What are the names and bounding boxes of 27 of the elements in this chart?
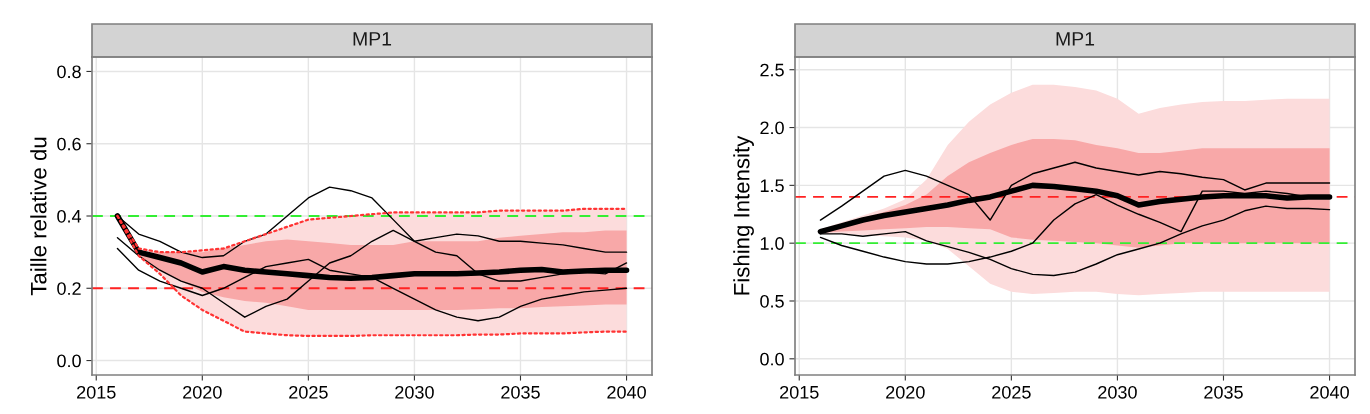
y-tick-label: 0.5 xyxy=(760,294,784,308)
y-tick-label: 0.2 xyxy=(57,282,81,295)
x-tick-label: 2030 xyxy=(395,385,434,399)
x-tick-label: 2015 xyxy=(780,385,819,399)
y-axis-title: Fishing Intensity xyxy=(733,135,754,295)
y-tick-label: 1.0 xyxy=(760,237,784,250)
y-tick-label: 0.0 xyxy=(57,354,81,368)
x-tick-label: 2020 xyxy=(183,385,222,399)
chart-title: MP1 xyxy=(1056,32,1095,46)
x-tick-label: 2025 xyxy=(289,385,328,399)
x-tick-label: 2040 xyxy=(1310,385,1349,399)
x-tick-label: 2035 xyxy=(1204,385,1243,399)
y-tick-label: 2.5 xyxy=(760,63,784,77)
x-tick-label: 2035 xyxy=(501,385,540,399)
x-tick-label: 2025 xyxy=(992,385,1031,399)
y-tick-label: 0.8 xyxy=(57,65,81,79)
y-tick-label: 0.0 xyxy=(760,352,784,366)
y-tick-label: 1.5 xyxy=(760,179,784,193)
x-tick-label: 2040 xyxy=(607,385,646,399)
y-tick-label: 0.6 xyxy=(57,137,81,151)
x-tick-label: 2015 xyxy=(77,385,116,399)
x-tick-label: 2020 xyxy=(886,385,925,399)
chart-title: MP1 xyxy=(353,32,392,46)
y-tick-label: 0.4 xyxy=(57,209,82,223)
x-tick-label: 2030 xyxy=(1098,385,1137,399)
y-tick-label: 2.0 xyxy=(760,121,784,135)
y-axis-title: Taille relative du xyxy=(30,137,47,296)
